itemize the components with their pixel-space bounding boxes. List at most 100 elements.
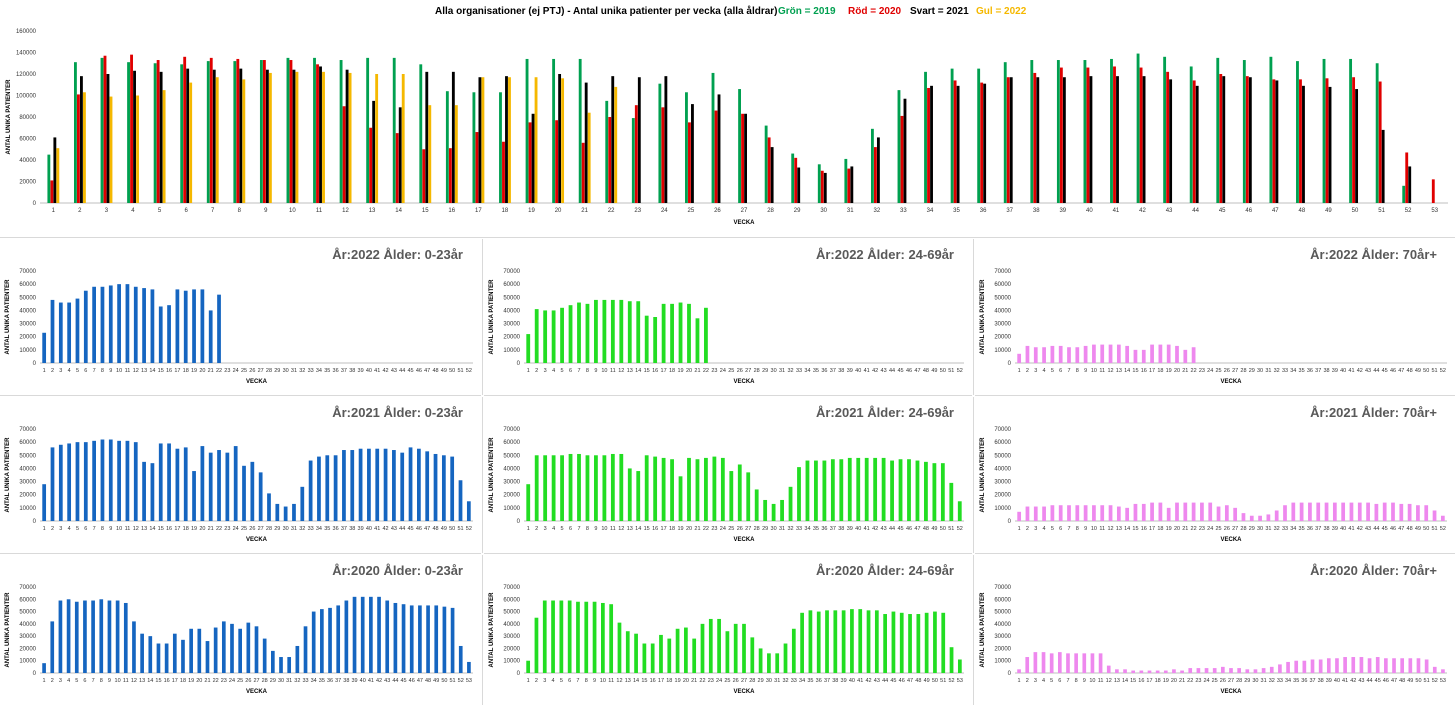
- bar-week-8: [1074, 653, 1078, 673]
- x-tick-label: 52: [957, 368, 963, 374]
- x-tick-label: 38: [349, 368, 355, 374]
- x-tick-label: 27: [258, 526, 264, 532]
- x-tick-label: 24: [1203, 678, 1209, 684]
- bar-week-42: [1357, 502, 1362, 521]
- x-tick-label: 12: [342, 208, 349, 214]
- x-tick-label: 38: [1318, 678, 1324, 684]
- main-weekly-chart: 0 20000 40000 60000 80000 100000 120000 140000 1…: [6, 29, 1448, 226]
- x-tick-label: 35: [1299, 526, 1305, 532]
- x-tick-label: 17: [475, 208, 482, 214]
- bar-grön-week-1: [47, 154, 51, 203]
- x-tick-label: 37: [335, 678, 341, 684]
- x-tick-label: 44: [1373, 368, 1379, 374]
- bar-week-40: [1335, 658, 1339, 673]
- x-tick-label: 39: [1326, 678, 1332, 684]
- x-tick-label: 17: [658, 678, 664, 684]
- bar-week-3: [58, 444, 63, 521]
- x-tick-label: 31: [774, 678, 780, 684]
- bar-week-22: [700, 623, 705, 673]
- bar-week-15: [1131, 670, 1136, 673]
- x-tick-label: 25: [241, 526, 247, 532]
- y-tick-label: 20000: [994, 335, 1011, 341]
- bar-week-2: [50, 621, 55, 673]
- bar-week-50: [450, 456, 455, 521]
- bar-week-27: [1233, 507, 1238, 521]
- x-tick-label: 52: [466, 368, 472, 374]
- bar-week-12: [619, 299, 624, 363]
- panel-title: År:2020 Ålder: 24-69år: [816, 563, 954, 578]
- x-tick-label: 40: [360, 678, 366, 684]
- bar-week-24: [1208, 502, 1213, 521]
- bar-week-13: [1116, 344, 1121, 363]
- legend-2021: Svart = 2021: [910, 6, 969, 17]
- x-tick-label: 28: [754, 526, 760, 532]
- bar-week-46: [899, 612, 904, 673]
- x-tick-label: 2: [535, 678, 538, 684]
- x-tick-label: 35: [324, 368, 330, 374]
- bar-week-4: [66, 599, 71, 673]
- x-tick-label: 11: [125, 368, 131, 374]
- x-tick-label: 26: [714, 208, 721, 214]
- bar-grön-week-30: [817, 164, 821, 203]
- bar-week-22: [704, 457, 708, 521]
- bar-week-24: [717, 618, 721, 673]
- bar-week-3: [543, 310, 548, 363]
- bar-week-32: [1274, 510, 1279, 521]
- x-tick-label: 16: [652, 368, 658, 374]
- bar-week-48: [433, 453, 438, 521]
- bar-svart-week-52: [1408, 166, 1412, 203]
- bar-week-8: [99, 599, 104, 673]
- bar-svart-week-45: [1222, 76, 1226, 203]
- bar-week-5: [560, 307, 564, 363]
- x-tick-label: 17: [1146, 678, 1152, 684]
- x-tick-label: 11: [610, 368, 616, 374]
- bar-gul-week-10: [295, 71, 299, 203]
- bar-week-44: [890, 460, 894, 521]
- x-tick-label: 40: [1086, 208, 1093, 214]
- x-tick-label: 23: [224, 368, 230, 374]
- x-tick-label: 25: [728, 526, 734, 532]
- bar-week-38: [1318, 659, 1323, 673]
- x-tick-label: 43: [874, 678, 880, 684]
- x-tick-label: 37: [1006, 208, 1013, 214]
- x-tick-label: 12: [1106, 678, 1112, 684]
- bar-röd-week-49: [1325, 78, 1329, 203]
- bar-svart-week-6: [186, 68, 190, 203]
- x-tick-label: 6: [84, 368, 87, 374]
- x-tick-label: 37: [830, 526, 836, 532]
- bar-week-35: [325, 455, 330, 521]
- y-tick-label: 40000: [503, 466, 520, 472]
- bar-week-32: [788, 486, 793, 521]
- panel-separator: [973, 397, 974, 553]
- x-tick-label: 28: [266, 526, 272, 532]
- x-tick-label: 52: [1440, 526, 1446, 532]
- x-tick-label: 1: [43, 368, 46, 374]
- bar-röd-week-52: [1405, 152, 1409, 203]
- x-tick-label: 34: [927, 208, 934, 214]
- legend-2020: Röd = 2020: [848, 6, 902, 17]
- x-tick-label: 51: [1431, 368, 1437, 374]
- x-tick-label: 14: [395, 208, 402, 214]
- x-tick-label: 27: [253, 678, 259, 684]
- x-tick-label: 52: [1405, 208, 1412, 214]
- bar-week-28: [1241, 513, 1246, 521]
- bar-week-9: [1083, 345, 1088, 363]
- y-tick-label: 0: [33, 201, 37, 207]
- x-tick-label: 37: [1309, 678, 1315, 684]
- x-tick-label: 9: [108, 678, 111, 684]
- bar-week-26: [1224, 505, 1229, 521]
- bar-week-3: [543, 455, 548, 521]
- x-tick-label: 50: [449, 368, 455, 374]
- x-tick-label: 33: [1277, 678, 1283, 684]
- bar-week-43: [385, 600, 390, 673]
- y-tick-label: 60000: [19, 597, 36, 603]
- x-tick-label: 7: [1067, 368, 1070, 374]
- bar-svart-week-36: [983, 83, 987, 203]
- x-tick-label: 16: [1138, 678, 1144, 684]
- x-tick-label: 10: [115, 678, 121, 684]
- bar-week-1: [526, 484, 531, 521]
- x-tick-label: 40: [1340, 368, 1346, 374]
- x-tick-label: 37: [341, 368, 347, 374]
- y-tick-label: 70000: [503, 585, 520, 591]
- x-tick-label: 5: [158, 208, 162, 214]
